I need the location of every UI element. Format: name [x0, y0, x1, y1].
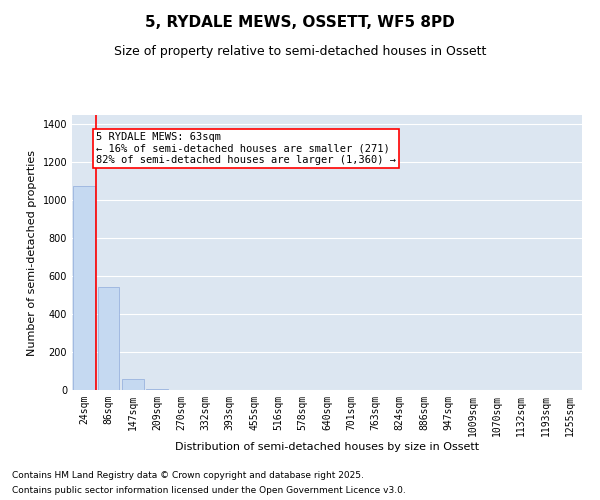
Bar [122, 378, 143, 390]
X-axis label: Distribution of semi-detached houses by size in Ossett: Distribution of semi-detached houses by … [175, 442, 479, 452]
Text: Size of property relative to semi-detached houses in Ossett: Size of property relative to semi-detach… [114, 45, 486, 58]
Y-axis label: Number of semi-detached properties: Number of semi-detached properties [27, 150, 37, 356]
Bar [146, 389, 168, 390]
Text: Contains HM Land Registry data © Crown copyright and database right 2025.: Contains HM Land Registry data © Crown c… [12, 471, 364, 480]
Text: Contains public sector information licensed under the Open Government Licence v3: Contains public sector information licen… [12, 486, 406, 495]
Bar [97, 286, 119, 390]
Text: 5, RYDALE MEWS, OSSETT, WF5 8PD: 5, RYDALE MEWS, OSSETT, WF5 8PD [145, 15, 455, 30]
Text: 5 RYDALE MEWS: 63sqm
← 16% of semi-detached houses are smaller (271)
82% of semi: 5 RYDALE MEWS: 63sqm ← 16% of semi-detac… [96, 132, 396, 166]
Bar [73, 186, 95, 390]
